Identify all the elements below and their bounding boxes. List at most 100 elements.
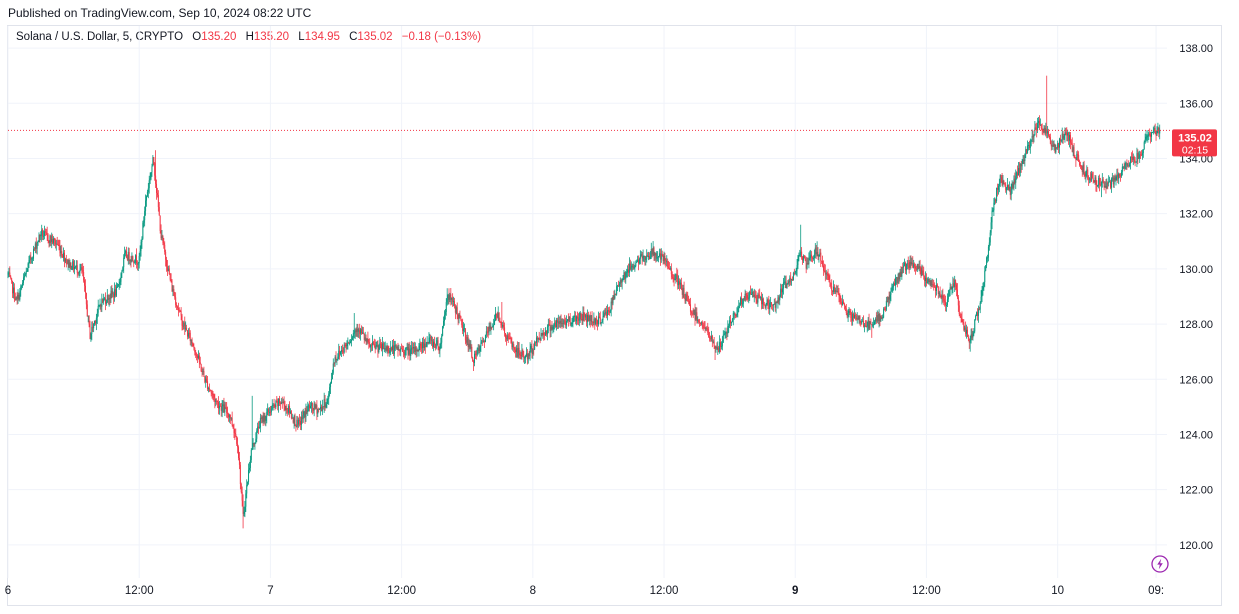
candle-body [384, 348, 386, 349]
candle-body [890, 291, 892, 295]
candle-body [929, 280, 931, 282]
candle-body [258, 426, 260, 428]
candle-body [591, 315, 593, 322]
candle-body [83, 272, 85, 281]
candle-body [299, 420, 301, 425]
candle-body [484, 334, 486, 343]
candle-body [329, 387, 331, 394]
candle-body [152, 157, 154, 167]
candle-body [479, 346, 481, 352]
candle-body [212, 393, 214, 395]
candle-body [645, 258, 647, 260]
candle-body [1063, 136, 1065, 139]
candle-body [821, 260, 823, 262]
price-tick-label: 136.00 [1179, 98, 1213, 110]
candle-body [274, 404, 276, 408]
candle-body [688, 300, 690, 302]
candle-body [396, 347, 398, 348]
candle-body [522, 350, 524, 355]
candle-body [115, 286, 117, 296]
candle-body [128, 251, 130, 261]
candle-body [978, 309, 980, 310]
candle-body [413, 347, 415, 352]
candle-body [833, 286, 835, 293]
candle-body [756, 299, 758, 303]
candle-body [817, 252, 819, 257]
lightning-icon[interactable] [1151, 555, 1169, 573]
candle-body [1003, 180, 1005, 184]
candle-body [257, 426, 259, 431]
candle-body [563, 320, 565, 324]
candle-body [661, 253, 663, 255]
candle-body [751, 292, 753, 295]
candle-body [1132, 156, 1134, 160]
candle-body [52, 238, 54, 244]
candle-body [368, 342, 370, 344]
price-tick-label: 138.00 [1179, 43, 1213, 55]
candle-body [369, 343, 371, 348]
candle-body [915, 266, 917, 269]
candle-body [62, 255, 64, 258]
candle-body [302, 415, 304, 420]
candle-body [987, 246, 989, 258]
candle-body [375, 345, 377, 350]
candle-body [943, 298, 945, 302]
candle-body [572, 317, 574, 324]
candle-body [1038, 120, 1040, 123]
candle-body [695, 312, 697, 320]
time-axis[interactable]: 6 12:00 7 12:00 8 12:00 9 12:00 10 09: [5, 585, 1164, 597]
candle-body [599, 317, 601, 325]
candle-body [27, 263, 29, 272]
candle-body [752, 292, 754, 297]
candle-body [269, 412, 271, 414]
candle-body [453, 301, 455, 303]
candle-body [884, 308, 886, 310]
candle-body [423, 343, 425, 348]
candle-body [121, 270, 123, 274]
candle-body [547, 324, 549, 327]
candle-body [1114, 177, 1116, 181]
candle-body [586, 314, 588, 322]
candle-body [330, 383, 332, 388]
candle-body [741, 303, 743, 305]
candle-body [926, 282, 928, 284]
candle-body [115, 289, 117, 296]
candle-body [592, 321, 594, 323]
candle-body [925, 277, 927, 281]
candle-body [1113, 177, 1115, 185]
candle-body [119, 281, 121, 284]
candle-body [933, 284, 935, 287]
candle-body [279, 398, 281, 404]
candle-body [506, 335, 508, 340]
candle-body [261, 416, 263, 419]
candle-body [1129, 163, 1131, 166]
candle-body [909, 262, 911, 268]
candle-body [442, 326, 444, 336]
candle-body [595, 318, 597, 325]
candle-body [763, 304, 765, 306]
candle-body [503, 324, 505, 328]
candle-body [81, 267, 83, 270]
candle-body [371, 344, 373, 346]
candle-body [820, 252, 822, 261]
candle-body [874, 318, 876, 322]
candle-body [168, 268, 170, 274]
candle-body [486, 331, 488, 333]
candle-body [822, 261, 824, 266]
candle-body [328, 393, 330, 399]
candle-body [268, 409, 270, 413]
candle-body [186, 327, 188, 331]
candle-body [882, 317, 884, 319]
candle-body [796, 265, 798, 271]
candle-body [56, 243, 58, 245]
candle-body [294, 415, 296, 426]
candle-body [13, 287, 15, 299]
candle-body [186, 330, 188, 337]
candle-body [347, 342, 349, 344]
candle-body [1041, 128, 1043, 130]
candle-body [177, 307, 179, 311]
candle-body [833, 286, 835, 292]
price-axis[interactable]: 138.00 136.00 134.00 132.00 130.00 128.00 126.… [1179, 43, 1213, 552]
candle-body [481, 340, 483, 343]
